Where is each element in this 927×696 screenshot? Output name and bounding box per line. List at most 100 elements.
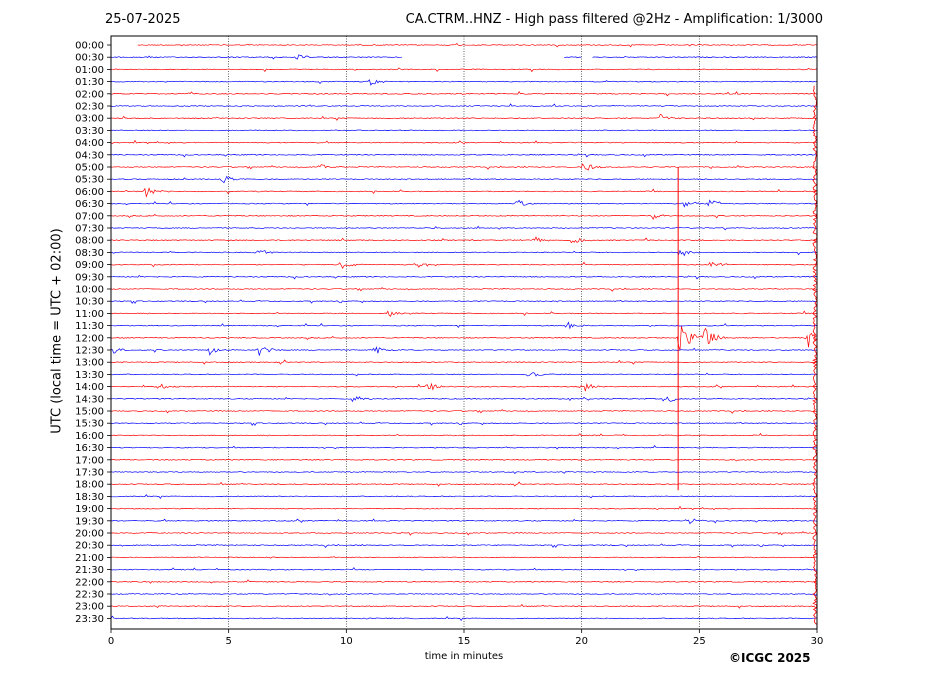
y-tick-label: 12:00 — [75, 333, 104, 344]
trace-1400 — [110, 382, 818, 392]
y-tick-label: 23:00 — [75, 602, 104, 613]
y-tick-label: 13:30 — [75, 370, 104, 381]
y-tick-label: 03:30 — [75, 126, 104, 137]
y-tick-label: 17:00 — [75, 455, 104, 466]
y-tick-label: 03:00 — [75, 114, 104, 125]
trace-0300 — [110, 113, 818, 121]
y-tick-label: 22:00 — [75, 577, 104, 588]
y-tick-label: 02:30 — [75, 102, 104, 113]
trace-0800 — [110, 236, 818, 244]
y-tick-label: 01:30 — [75, 77, 104, 88]
trace-1130 — [110, 321, 818, 330]
trace-0600 — [110, 187, 818, 198]
y-tick-label: 16:00 — [75, 431, 104, 442]
y-tick-label: 21:30 — [75, 565, 104, 576]
y-tick-label: 04:00 — [75, 138, 104, 149]
y-tick-label: 11:30 — [75, 321, 104, 332]
trace-0930 — [110, 275, 818, 280]
x-tick-label: 30 — [811, 636, 824, 647]
record-date: 25-07-2025 — [105, 12, 181, 27]
y-tick-label: 20:30 — [75, 541, 104, 552]
y-tick-label: 10:30 — [75, 297, 104, 308]
trace-2000 — [110, 531, 818, 536]
x-axis-label: time in minutes — [424, 651, 504, 662]
y-tick-label: 11:00 — [75, 309, 104, 320]
y-tick-label: 08:00 — [75, 236, 104, 247]
chart-title: CA.CTRM..HNZ - High pass filtered @2Hz -… — [405, 12, 823, 27]
plot-frame — [110, 35, 818, 630]
y-tick-label: 14:00 — [75, 382, 104, 393]
trace-1730 — [110, 471, 818, 475]
trace-0830 — [110, 249, 817, 257]
x-tick-label: 5 — [225, 636, 231, 647]
y-tick-label: 15:00 — [75, 407, 104, 418]
trace-1100 — [110, 310, 818, 317]
trace-2300 — [110, 603, 818, 609]
trace-2200 — [110, 579, 818, 584]
y-tick-label: 09:00 — [75, 260, 104, 271]
trace-1930 — [110, 518, 818, 525]
x-tick-label: 25 — [693, 636, 706, 647]
x-tick-label: 20 — [575, 636, 588, 647]
trace-1600 — [110, 432, 818, 437]
y-tick-label: 07:30 — [75, 224, 104, 235]
y-tick-label: 19:30 — [75, 516, 104, 527]
trace-0430 — [110, 153, 818, 158]
x-tick-label: 15 — [458, 636, 471, 647]
y-tick-label: 16:30 — [75, 443, 104, 454]
y-tick-label: 10:00 — [75, 285, 104, 296]
y-tick-label: 18:00 — [75, 480, 104, 491]
y-tick-label: 22:30 — [75, 590, 104, 601]
y-tick-label: 08:30 — [75, 248, 104, 259]
trace-1500 — [110, 409, 817, 414]
trace-2230 — [110, 593, 818, 597]
trace-0130 — [110, 79, 818, 86]
y-tick-label: 12:30 — [75, 346, 104, 357]
y-tick-label: 19:00 — [75, 504, 104, 515]
trace-1530 — [110, 421, 818, 426]
trace-1000 — [110, 287, 818, 292]
y-tick-label: 21:00 — [75, 553, 104, 564]
y-tick-label: 05:00 — [75, 163, 104, 174]
x-tick-label: 0 — [108, 636, 114, 647]
y-tick-label: 05:30 — [75, 175, 104, 186]
trace-1900 — [110, 505, 818, 511]
trace-1630 — [110, 445, 817, 450]
trace-0200 — [110, 90, 818, 97]
y-tick-label: 13:00 — [75, 358, 104, 369]
y-tick-label: 14:30 — [75, 394, 104, 405]
y-tick-label: 06:00 — [75, 187, 104, 198]
trace-1030 — [110, 299, 818, 304]
y-tick-label: 09:30 — [75, 272, 104, 283]
trace-1300 — [110, 359, 818, 365]
trace-1200 — [110, 326, 818, 351]
trace-0400 — [110, 139, 818, 145]
y-tick-label: 06:30 — [75, 199, 104, 210]
y-tick-label: 17:30 — [75, 468, 104, 479]
trace-2130 — [110, 567, 818, 571]
y-tick-label: 04:30 — [75, 150, 104, 161]
y-tick-label: 20:00 — [75, 529, 104, 540]
y-tick-label: 01:00 — [75, 65, 104, 76]
y-tick-label: 00:00 — [75, 41, 104, 52]
trace-0330 — [110, 129, 818, 132]
y-tick-label: 07:00 — [75, 211, 104, 222]
y-tick-label: 15:30 — [75, 419, 104, 430]
y-tick-label: 18:30 — [75, 492, 104, 503]
y-tick-label: 23:30 — [75, 614, 104, 625]
y-tick-label: 02:00 — [75, 89, 104, 100]
x-tick-label: 10 — [340, 636, 353, 647]
trace-0700 — [110, 214, 818, 221]
trace-2330 — [110, 615, 818, 622]
trace-1230 — [110, 346, 818, 356]
trace-0030 — [110, 54, 818, 60]
trace-2030 — [110, 543, 818, 548]
trace-0630 — [110, 199, 818, 208]
trace-1800 — [110, 481, 818, 487]
trace-1430 — [110, 396, 818, 403]
trace-0530 — [110, 175, 818, 184]
trace-1830 — [110, 494, 818, 500]
trace-1330 — [110, 372, 818, 377]
trace-0900 — [110, 261, 818, 270]
